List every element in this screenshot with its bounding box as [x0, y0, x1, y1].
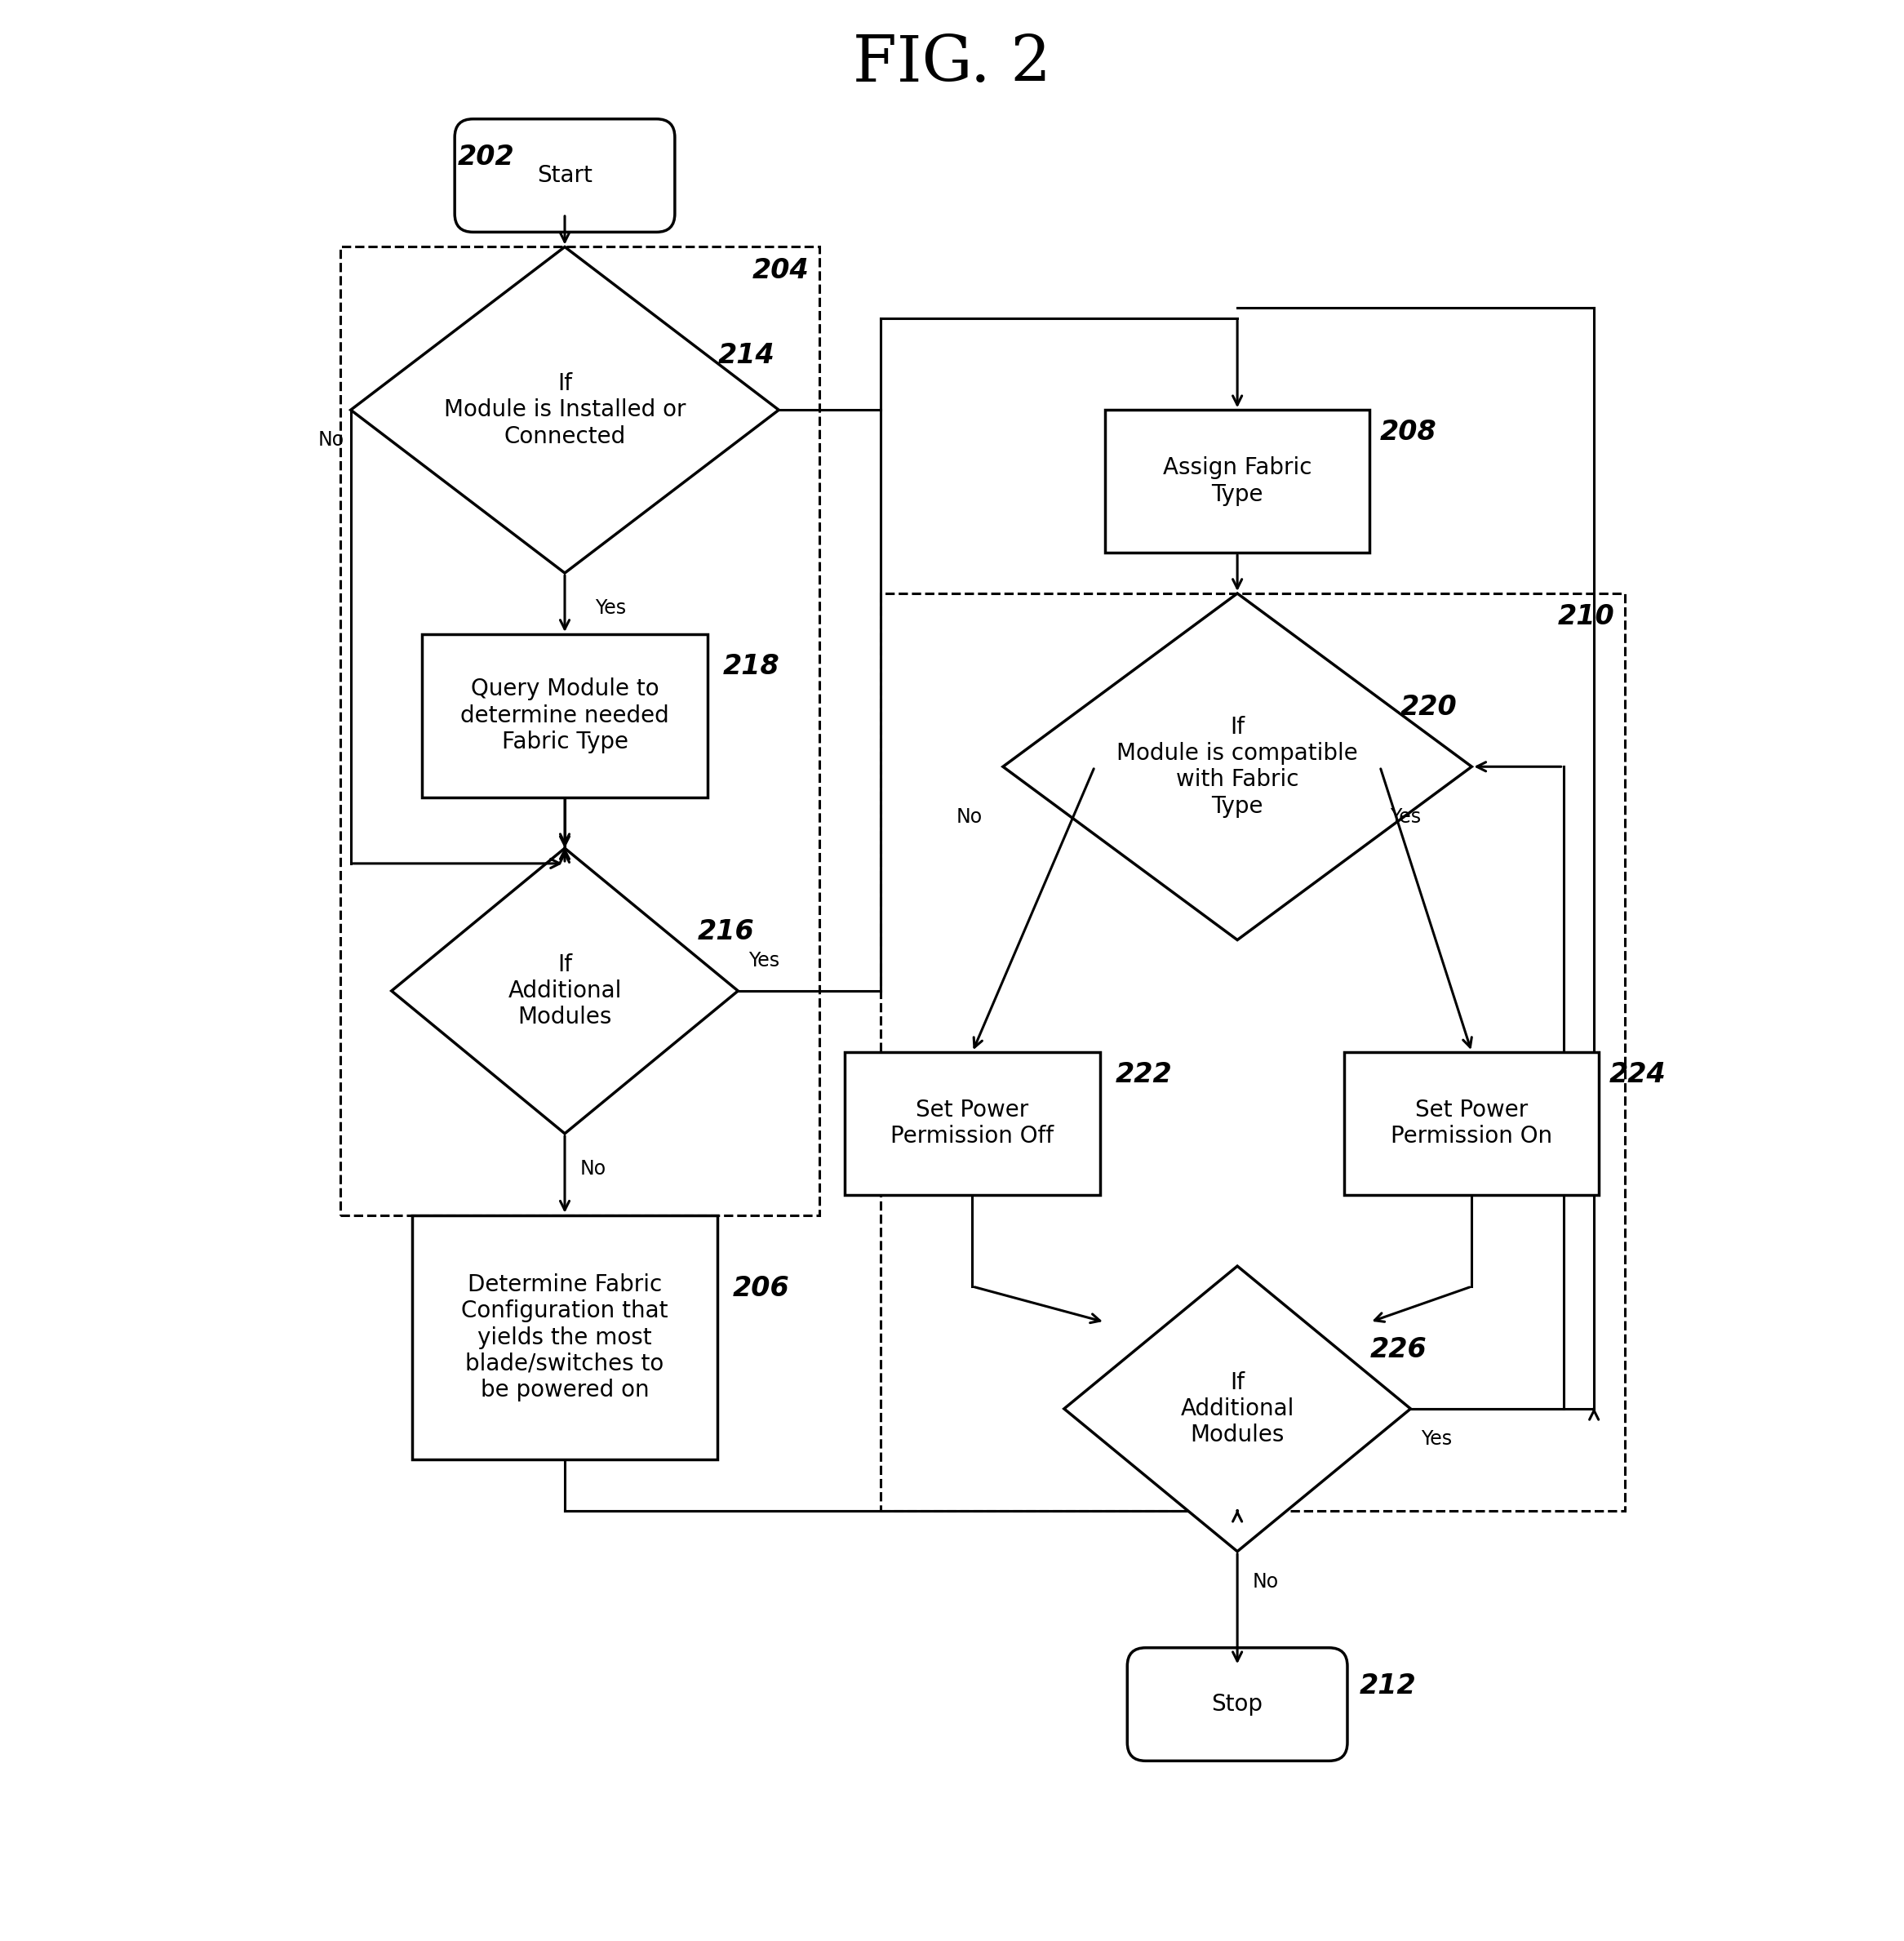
Text: If
Module is Installed or
Connected: If Module is Installed or Connected: [444, 373, 685, 448]
Text: 218: 218: [724, 652, 779, 679]
Text: Set Power
Permission On: Set Power Permission On: [1390, 1099, 1552, 1147]
Bar: [1104, 410, 1369, 553]
Text: If
Additional
Modules: If Additional Modules: [508, 953, 621, 1029]
Bar: [1344, 1052, 1599, 1196]
Text: 212: 212: [1359, 1673, 1417, 1698]
Text: 226: 226: [1369, 1335, 1426, 1363]
Text: Assign Fabric
Type: Assign Fabric Type: [1163, 456, 1312, 507]
Text: 208: 208: [1380, 419, 1438, 446]
Text: If
Additional
Modules: If Additional Modules: [1180, 1370, 1295, 1446]
Text: No: No: [956, 807, 982, 827]
Text: No: No: [318, 431, 345, 450]
Text: FIG. 2: FIG. 2: [853, 33, 1051, 95]
Text: 210: 210: [1557, 604, 1615, 631]
Text: 222: 222: [1116, 1062, 1173, 1087]
Text: If
Module is compatible
with Fabric
Type: If Module is compatible with Fabric Type: [1116, 716, 1358, 817]
Text: 204: 204: [752, 256, 809, 283]
Text: Stop: Stop: [1211, 1693, 1262, 1716]
Text: 202: 202: [457, 144, 514, 171]
Text: 206: 206: [733, 1275, 790, 1302]
Bar: [882, 594, 1624, 1510]
Text: 220: 220: [1399, 693, 1457, 720]
Bar: [845, 1052, 1101, 1196]
Text: Yes: Yes: [1390, 807, 1420, 827]
Polygon shape: [1003, 594, 1472, 939]
Text: Yes: Yes: [1420, 1429, 1453, 1448]
FancyBboxPatch shape: [1127, 1648, 1348, 1760]
Text: Yes: Yes: [596, 598, 626, 617]
Bar: [341, 247, 819, 1215]
Text: Start: Start: [537, 165, 592, 186]
Text: Set Power
Permission Off: Set Power Permission Off: [891, 1099, 1055, 1147]
FancyBboxPatch shape: [455, 118, 674, 233]
Text: Query Module to
determine needed
Fabric Type: Query Module to determine needed Fabric …: [461, 677, 668, 753]
Bar: [411, 1215, 718, 1460]
Text: No: No: [1253, 1572, 1279, 1592]
Text: 216: 216: [697, 918, 754, 945]
Text: Yes: Yes: [748, 951, 779, 970]
Polygon shape: [392, 848, 739, 1134]
Text: 224: 224: [1609, 1062, 1666, 1087]
Text: No: No: [581, 1159, 605, 1178]
Text: 214: 214: [718, 342, 775, 369]
Bar: [423, 635, 708, 798]
Polygon shape: [1064, 1266, 1411, 1551]
Polygon shape: [350, 247, 779, 573]
Text: Determine Fabric
Configuration that
yields the most
blade/switches to
be powered: Determine Fabric Configuration that yiel…: [461, 1273, 668, 1401]
